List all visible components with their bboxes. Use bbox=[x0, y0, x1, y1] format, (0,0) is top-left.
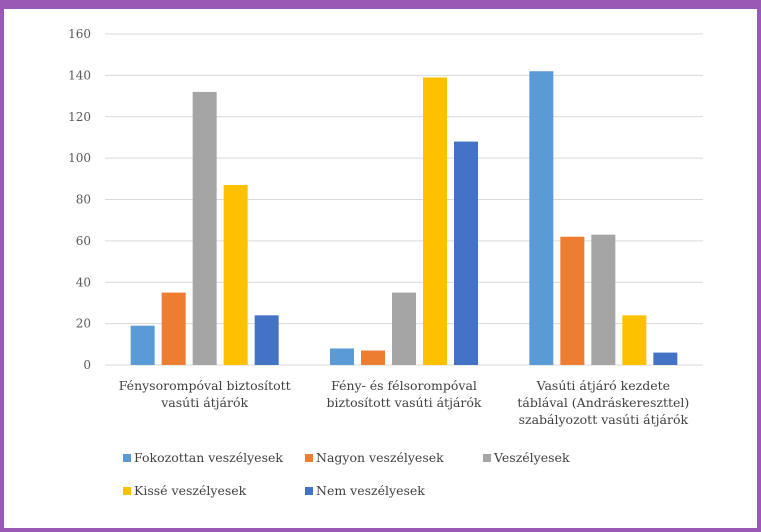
bar bbox=[392, 292, 416, 365]
bar bbox=[560, 236, 585, 365]
category-label: vasúti átjárók bbox=[160, 395, 248, 410]
bar bbox=[622, 315, 647, 365]
legend-label: Nem veszélyesek bbox=[316, 483, 425, 498]
legend: Fokozottan veszélyesek Nagyon veszélyesek… bbox=[123, 450, 570, 498]
bar bbox=[192, 91, 217, 366]
bar bbox=[591, 234, 616, 365]
bar bbox=[653, 352, 678, 365]
y-tick-label: 100 bbox=[68, 151, 91, 165]
legend-label: Fokozottan veszélyesek bbox=[134, 450, 283, 465]
y-tick-label: 0 bbox=[83, 358, 91, 372]
bar bbox=[330, 348, 354, 365]
category-label: szabályozott vasúti átjárók bbox=[519, 412, 689, 427]
x-axis-categories: Fénysorompóval biztosított vasúti átjárók… bbox=[119, 378, 690, 427]
bar bbox=[223, 185, 248, 365]
bar bbox=[130, 325, 155, 365]
bar bbox=[254, 315, 279, 365]
bar bbox=[161, 292, 186, 365]
legend-swatch bbox=[483, 454, 491, 462]
bar bbox=[529, 71, 554, 366]
y-axis-ticks: 0 20 40 60 80 100 120 140 160 bbox=[68, 27, 91, 372]
y-tick-label: 120 bbox=[68, 110, 91, 124]
y-tick-label: 160 bbox=[68, 27, 91, 41]
legend-swatch bbox=[123, 454, 131, 462]
y-tick-label: 80 bbox=[76, 193, 91, 207]
bar bbox=[423, 77, 447, 365]
y-tick-label: 20 bbox=[76, 317, 91, 331]
bar bbox=[361, 350, 385, 365]
category-label: Vasúti átjáró kezdete bbox=[536, 378, 670, 393]
category-label: biztosított vasúti átjárók bbox=[327, 395, 482, 410]
legend-label: Veszélyesek bbox=[493, 450, 570, 465]
category-label: Fénysorompóval biztosított bbox=[119, 378, 291, 393]
bar bbox=[454, 141, 478, 365]
y-tick-label: 60 bbox=[76, 234, 91, 248]
legend-label: Kissé veszélyesek bbox=[134, 483, 247, 498]
legend-label: Nagyon veszélyesek bbox=[316, 450, 444, 465]
y-tick-label: 40 bbox=[76, 275, 91, 289]
category-label: Fény- és félsorompóval bbox=[331, 378, 477, 393]
legend-swatch bbox=[305, 454, 313, 462]
legend-swatch bbox=[305, 487, 313, 495]
bars bbox=[130, 71, 678, 366]
y-tick-label: 140 bbox=[68, 68, 91, 82]
legend-swatch bbox=[123, 487, 131, 495]
category-label: táblával (Andráskereszttel) bbox=[517, 395, 689, 410]
